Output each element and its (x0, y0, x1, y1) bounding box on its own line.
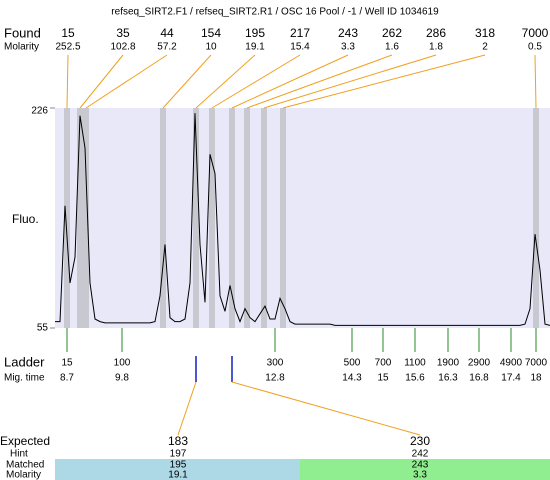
peak-band (83, 108, 89, 328)
mig-time: 15.6 (405, 373, 425, 384)
ladder-size: 100 (114, 358, 131, 369)
found-size: 44 (160, 26, 174, 40)
mig-time: 14.3 (342, 373, 362, 384)
found-size: 262 (382, 26, 402, 40)
peak-band (244, 108, 250, 328)
found-label: Found (4, 25, 41, 40)
mig-time: 9.8 (115, 373, 129, 384)
peak-band (64, 108, 70, 328)
found-size: 318 (475, 26, 495, 40)
found-molarity: 2 (482, 42, 488, 53)
ladder-size: 2900 (468, 358, 491, 369)
found-size: 243 (338, 26, 358, 40)
ladder-size: 4900 (500, 358, 523, 369)
found-size: 195 (245, 26, 265, 40)
mig-time: 8.7 (60, 373, 74, 384)
molarity-label: Molarity (4, 42, 39, 53)
peak-band (280, 108, 286, 328)
found-molarity: 252.5 (55, 42, 80, 53)
expected-connector (177, 381, 197, 436)
matched-band (300, 459, 550, 480)
found-molarity: 57.2 (157, 42, 177, 53)
peak-connector (246, 54, 393, 109)
mig-time: 16.3 (438, 373, 458, 384)
found-size: 154 (201, 26, 221, 40)
expected-size: 183 (168, 434, 188, 448)
hint-size: 197 (170, 449, 187, 460)
ladder-size: 1900 (437, 358, 460, 369)
found-molarity: 1.8 (429, 42, 443, 53)
peak-connector (534, 54, 537, 109)
found-size: 15 (61, 26, 75, 40)
found-molarity: 19.1 (245, 42, 265, 53)
y-label: Fluo. (12, 212, 39, 226)
matched-molarity: 3.3 (413, 470, 427, 480)
hint-label: Hint (10, 449, 28, 460)
ladder-size: 7000 (525, 358, 548, 369)
peak-connector (263, 54, 437, 109)
expected-connector (231, 381, 421, 436)
ladder-size: 15 (61, 358, 73, 369)
plot-area (55, 108, 550, 328)
found-size: 35 (116, 26, 130, 40)
mig-time: 17.4 (501, 373, 521, 384)
peak-band (261, 108, 267, 328)
found-size: 286 (426, 26, 446, 40)
title: refseq_SIRT2.F1 / refseq_SIRT2.R1 / OSC … (111, 7, 439, 18)
peak-band (229, 108, 235, 328)
y-tick-label: 226 (31, 106, 48, 117)
matched-molarity: 19.1 (168, 470, 188, 480)
peak-band (160, 108, 166, 328)
found-size: 217 (290, 26, 310, 40)
ladder-size: 700 (375, 358, 392, 369)
found-molarity: 15.4 (290, 42, 310, 53)
ladder-size: 300 (267, 358, 284, 369)
found-molarity: 10 (205, 42, 217, 53)
found-molarity: 3.3 (341, 42, 355, 53)
mig-time: 18 (530, 373, 542, 384)
peak-connector (162, 54, 212, 109)
expected-size: 230 (410, 434, 430, 448)
ladder-size: 1100 (404, 358, 426, 369)
peak-connector (85, 54, 168, 109)
mig-time: 12.8 (265, 373, 285, 384)
ladder-size: 500 (344, 358, 361, 369)
peak-connector (211, 54, 301, 109)
matched-size: 243 (412, 460, 429, 471)
mig-label: Mig. time (4, 373, 45, 384)
molarity-label: Molarity (6, 470, 41, 480)
found-molarity: 1.6 (385, 42, 399, 53)
found-molarity: 0.5 (528, 42, 542, 53)
peak-connector (79, 54, 124, 109)
matched-band (55, 459, 300, 480)
matched-label: Matched (6, 460, 44, 471)
ladder-label: Ladder (4, 354, 45, 369)
mig-time: 16.8 (469, 373, 489, 384)
trace (55, 113, 550, 326)
y-tick-label: 55 (37, 323, 49, 334)
matched-size: 195 (170, 460, 187, 471)
peak-connector (231, 54, 349, 109)
hint-size: 242 (412, 449, 429, 460)
mig-time: 15 (377, 373, 389, 384)
peak-connector (282, 54, 486, 109)
peak-band (209, 108, 215, 328)
peak-band (533, 108, 539, 328)
peak-band (193, 108, 199, 328)
peak-connector (66, 54, 69, 109)
peak-band (77, 108, 83, 328)
found-molarity: 102.8 (110, 42, 135, 53)
expected-label: Expected (0, 434, 50, 448)
found-size: 7000 (522, 26, 549, 40)
peak-connector (195, 54, 256, 109)
